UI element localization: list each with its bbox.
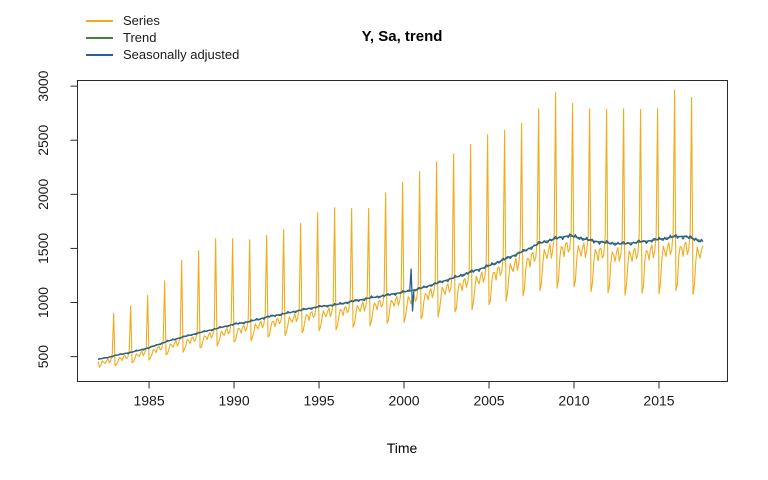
legend-item-series: Series (86, 12, 239, 29)
x-tick-label: 2005 (473, 393, 504, 409)
x-tick-label: 2010 (558, 393, 589, 409)
y-tick-label: 3000 (35, 70, 51, 101)
legend-item-seasonally-adjusted: Seasonally adjusted (86, 46, 239, 63)
y-tick-label: 500 (35, 345, 51, 369)
legend-label-trend: Trend (123, 30, 157, 45)
trend-line-swatch (86, 36, 113, 39)
legend-label-seasonally-adjusted: Seasonally adjusted (123, 47, 240, 62)
x-tick-label: 1995 (303, 393, 334, 409)
legend-item-trend: Trend (86, 29, 239, 46)
plot-box (77, 80, 728, 382)
legend: Series Trend Seasonally adjusted (86, 12, 239, 63)
sa-line-swatch (86, 53, 113, 56)
series-line-swatch (86, 19, 113, 22)
x-axis-title: Time (386, 440, 418, 456)
x-tick-label: 1985 (133, 393, 164, 409)
y-tick-label: 2000 (35, 179, 51, 210)
x-tick-label: 1990 (218, 393, 249, 409)
y-tick-label: 1000 (35, 287, 51, 318)
y-tick-label: 2500 (35, 124, 51, 155)
chart-title: Y, Sa, trend (361, 28, 443, 45)
sa-line (97, 233, 704, 360)
y-tick-label: 1500 (35, 233, 51, 264)
legend-label-series: Series (123, 13, 160, 28)
x-tick-label: 2015 (643, 393, 674, 409)
x-tick-label: 2000 (388, 393, 419, 409)
series-line (97, 89, 704, 368)
